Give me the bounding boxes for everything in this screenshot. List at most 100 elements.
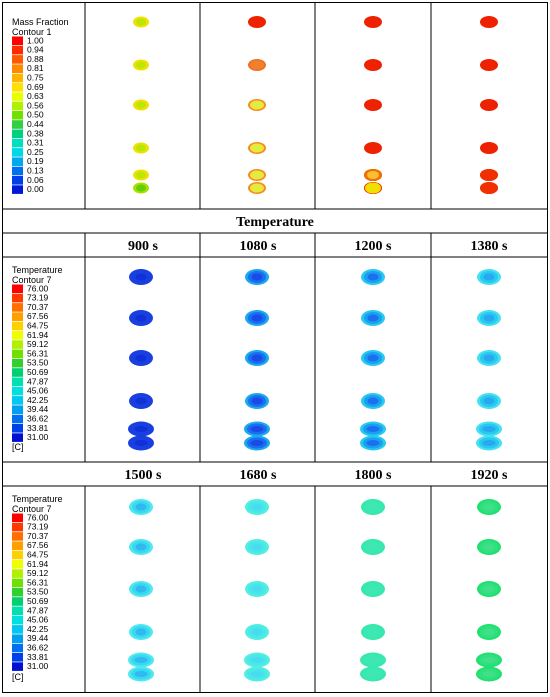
legend-swatch [12, 73, 23, 83]
contour-blob [361, 393, 385, 409]
legend-tick-label: 61.94 [27, 330, 49, 340]
contour-blob [361, 269, 385, 285]
legend-swatch [12, 55, 23, 64]
legend-tick-label: 0.06 [27, 175, 44, 185]
contour-blob [245, 499, 269, 515]
contour-blob [128, 666, 154, 682]
legend-swatch [12, 36, 23, 46]
legend-tick-label: 73.19 [27, 522, 49, 532]
legend-tick-label: 0.38 [27, 128, 44, 138]
legend-tick-label: 0.31 [27, 138, 44, 148]
legend-tick-label: 64.75 [27, 550, 49, 560]
legend-swatch [12, 129, 23, 139]
legend-swatch [12, 513, 23, 523]
contour-blob [364, 142, 382, 154]
contour-blob [477, 539, 501, 555]
contour-blob [133, 142, 149, 154]
contour-blob [248, 142, 266, 154]
legend-tick-label: 33.81 [27, 423, 49, 433]
contour-blob [364, 99, 382, 111]
contour-blob [480, 142, 498, 154]
legend-tick-label: 64.75 [27, 321, 49, 331]
legend-tick-label: 36.62 [27, 414, 49, 424]
legend-tick-label: 73.19 [27, 293, 49, 303]
legend-swatch [12, 377, 23, 387]
contour-blob [477, 350, 501, 366]
contour-blob [361, 539, 385, 555]
legend-swatch [12, 597, 23, 606]
time-header: 1200 s [355, 239, 393, 254]
legend-swatch [12, 321, 23, 331]
legend-tick-label: 47.87 [27, 605, 49, 615]
contour-blob [476, 666, 502, 682]
legend-tick-label: 42.25 [27, 624, 49, 634]
legend-tick-label: 0.63 [27, 91, 44, 101]
contour-blob [248, 99, 266, 111]
legend-swatch [12, 166, 23, 176]
legend-tick-label: 50.69 [27, 596, 49, 606]
contour-blob [245, 310, 269, 326]
legend-tick-label: 59.12 [27, 339, 49, 349]
contour-blob [248, 16, 266, 28]
legend-tick-label: 36.62 [27, 643, 49, 653]
legend-tick-label: 31.00 [27, 661, 49, 671]
contour-blob [360, 435, 386, 451]
legend-tick-label: 0.88 [27, 54, 44, 64]
time-header: 1920 s [471, 468, 509, 483]
legend-swatch [12, 405, 23, 414]
contour-blob [360, 421, 386, 437]
legend-tick-label: 56.31 [27, 577, 49, 587]
legend-swatch [12, 120, 23, 129]
legend-tick-label: 42.25 [27, 395, 49, 405]
contour-blob [129, 624, 153, 640]
contour-blob [364, 182, 382, 194]
legend-tick-label: 0.50 [27, 110, 44, 120]
contour-blob [364, 169, 382, 181]
contour-blob [245, 539, 269, 555]
legend-title: Mass Fraction [12, 17, 69, 27]
legend-tick-label: 61.94 [27, 559, 49, 569]
contour-blob [129, 310, 153, 326]
legend-tick-label: 76.00 [27, 512, 49, 522]
legend-tick-label: 67.56 [27, 540, 49, 550]
legend-swatch [12, 386, 23, 396]
time-header: 900 s [128, 239, 159, 254]
legend-swatch [12, 587, 23, 597]
legend-tick-label: 67.56 [27, 311, 49, 321]
legend-swatch [12, 662, 23, 671]
legend-swatch [12, 101, 23, 111]
legend-swatch [12, 643, 23, 653]
legend-swatch [12, 64, 23, 73]
contour-cells [128, 16, 502, 682]
contour-blob [477, 581, 501, 597]
contour-blob [480, 99, 498, 111]
contour-blob [477, 499, 501, 515]
legend-swatch [12, 148, 23, 157]
legend-swatch [12, 560, 23, 569]
time-header: 1680 s [240, 468, 278, 483]
legend-swatch [12, 653, 23, 662]
contour-blob [129, 350, 153, 366]
time-header: 1500 s [125, 468, 163, 483]
contour-blob [129, 393, 153, 409]
contour-blob [248, 59, 266, 71]
temperature-legend-2: Temperature Contour 7 [C] 76.0073.1970.3… [12, 494, 63, 682]
contour-blob [133, 99, 149, 111]
legend-tick-label: 53.50 [27, 358, 49, 368]
legend-tick-label: 70.37 [27, 531, 49, 541]
contour-blob [129, 499, 153, 515]
time-header: 1800 s [355, 468, 393, 483]
contour-blob [244, 666, 270, 682]
legend-tick-label: 53.50 [27, 587, 49, 597]
legend-tick-label: 0.56 [27, 100, 44, 110]
contour-blob [128, 421, 154, 437]
legend-swatch [12, 615, 23, 625]
contour-blob [360, 652, 386, 668]
contour-blob [476, 652, 502, 668]
legend-tick-label: 0.69 [27, 82, 44, 92]
legend-swatch [12, 368, 23, 377]
legend-tick-label: 39.44 [27, 404, 49, 414]
legend-swatch [12, 176, 23, 185]
contour-blob [361, 624, 385, 640]
